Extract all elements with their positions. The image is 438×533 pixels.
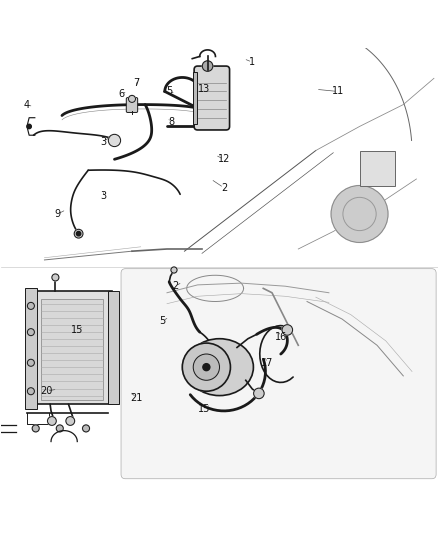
- Circle shape: [282, 325, 292, 335]
- Circle shape: [108, 134, 120, 147]
- Circle shape: [27, 387, 34, 395]
- Bar: [1, 47, 437, 266]
- Text: 15: 15: [198, 403, 210, 414]
- Circle shape: [170, 267, 177, 273]
- Text: 8: 8: [168, 117, 174, 127]
- Text: 1: 1: [249, 57, 255, 67]
- Ellipse shape: [185, 338, 253, 395]
- Text: 21: 21: [130, 393, 142, 403]
- Circle shape: [47, 417, 56, 425]
- Text: 7: 7: [133, 78, 139, 88]
- FancyBboxPatch shape: [194, 66, 229, 130]
- FancyBboxPatch shape: [25, 288, 37, 409]
- Circle shape: [82, 425, 89, 432]
- FancyBboxPatch shape: [35, 290, 112, 405]
- FancyBboxPatch shape: [121, 269, 435, 479]
- Text: 11: 11: [331, 86, 343, 96]
- Text: 2: 2: [172, 281, 178, 291]
- Text: 9: 9: [54, 209, 60, 219]
- Circle shape: [52, 274, 59, 281]
- Text: 17: 17: [261, 358, 273, 368]
- Text: 4: 4: [24, 100, 30, 110]
- Text: 3: 3: [100, 191, 106, 201]
- FancyBboxPatch shape: [359, 150, 394, 185]
- FancyBboxPatch shape: [126, 98, 138, 112]
- Circle shape: [202, 364, 209, 370]
- FancyBboxPatch shape: [41, 300, 102, 400]
- Bar: [1, 266, 437, 486]
- Circle shape: [193, 354, 219, 380]
- Text: 16: 16: [274, 332, 286, 342]
- Text: 2: 2: [220, 183, 226, 193]
- Circle shape: [74, 229, 83, 238]
- Circle shape: [27, 124, 31, 128]
- Text: 13: 13: [198, 84, 210, 94]
- Text: 6: 6: [118, 88, 124, 99]
- Circle shape: [253, 388, 264, 399]
- Circle shape: [27, 302, 34, 309]
- Circle shape: [128, 95, 135, 102]
- Circle shape: [27, 329, 34, 336]
- Circle shape: [27, 359, 34, 366]
- Circle shape: [66, 417, 74, 425]
- Text: 20: 20: [40, 386, 53, 396]
- Text: 5: 5: [166, 86, 172, 96]
- Text: 15: 15: [71, 325, 83, 335]
- Text: 12: 12: [217, 154, 230, 164]
- Circle shape: [330, 185, 387, 243]
- Circle shape: [202, 61, 212, 71]
- Circle shape: [32, 425, 39, 432]
- Text: 3: 3: [100, 137, 106, 147]
- FancyBboxPatch shape: [108, 290, 119, 405]
- Circle shape: [182, 343, 230, 391]
- Circle shape: [76, 231, 81, 236]
- FancyBboxPatch shape: [193, 72, 196, 124]
- Text: 5: 5: [159, 316, 166, 326]
- Circle shape: [56, 425, 63, 432]
